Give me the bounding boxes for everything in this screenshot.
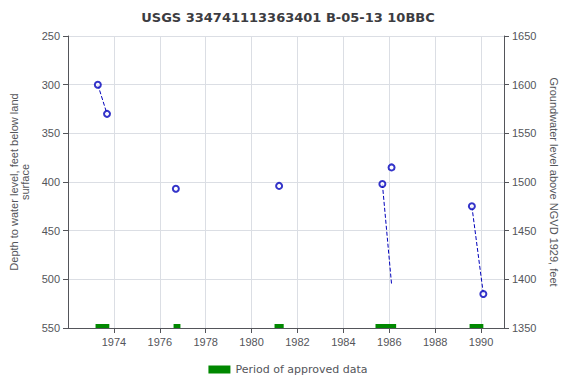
svg-text:1982: 1982 xyxy=(285,336,309,348)
svg-text:1980: 1980 xyxy=(239,336,263,348)
svg-text:1650: 1650 xyxy=(512,30,536,42)
svg-text:350: 350 xyxy=(42,127,60,139)
svg-text:1990: 1990 xyxy=(469,336,493,348)
svg-text:400: 400 xyxy=(42,176,60,188)
svg-text:1550: 1550 xyxy=(512,127,536,139)
svg-text:1984: 1984 xyxy=(331,336,355,348)
svg-text:500: 500 xyxy=(42,273,60,285)
svg-text:1974: 1974 xyxy=(102,336,126,348)
svg-text:300: 300 xyxy=(42,79,60,91)
svg-text:Period of approved data: Period of approved data xyxy=(235,363,367,376)
svg-text:Depth to water level, feet bel: Depth to water level, feet below land xyxy=(8,93,21,271)
svg-text:1976: 1976 xyxy=(148,336,172,348)
svg-text:surface: surface xyxy=(19,164,31,200)
svg-text:Groundwater level above NGVD 1: Groundwater level above NGVD 1929, feet xyxy=(548,77,560,286)
svg-text:550: 550 xyxy=(42,322,60,334)
svg-text:1988: 1988 xyxy=(423,336,447,348)
svg-text:1500: 1500 xyxy=(512,176,536,188)
svg-text:250: 250 xyxy=(42,30,60,42)
svg-text:1400: 1400 xyxy=(512,273,536,285)
svg-text:1978: 1978 xyxy=(193,336,217,348)
svg-text:1600: 1600 xyxy=(512,79,536,91)
svg-text:USGS 334741113363401 B-05-13 1: USGS 334741113363401 B-05-13 10BBC xyxy=(141,10,435,25)
svg-text:450: 450 xyxy=(42,225,60,237)
svg-text:1986: 1986 xyxy=(377,336,401,348)
svg-text:1350: 1350 xyxy=(512,322,536,334)
svg-text:1450: 1450 xyxy=(512,225,536,237)
